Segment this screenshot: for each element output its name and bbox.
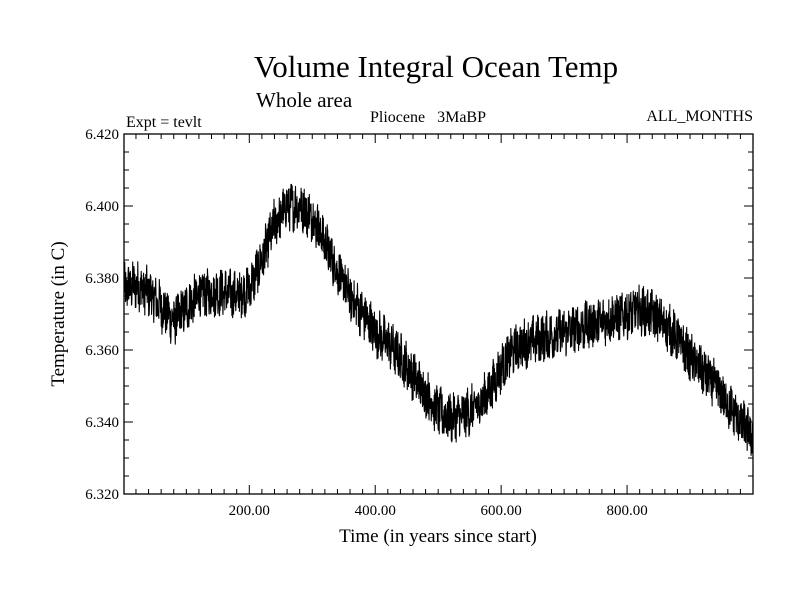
- x-tick-label: 600.00: [481, 503, 522, 519]
- period-label: Pliocene 3MaBP: [370, 109, 486, 126]
- y-tick-label: 6.380: [85, 271, 119, 287]
- months-label: ALL_MONTHS: [646, 108, 753, 125]
- y-tick-label: 6.360: [85, 343, 119, 359]
- x-tick-label: 800.00: [606, 503, 647, 519]
- x-axis-label: Time (in years since start): [339, 526, 537, 547]
- chart-title: Volume Integral Ocean Temp: [254, 49, 618, 84]
- y-tick-label: 6.420: [85, 127, 119, 143]
- x-tick-label: 400.00: [355, 503, 396, 519]
- series-line-0: [123, 183, 754, 456]
- y-tick-label: 6.340: [85, 415, 119, 431]
- y-tick-label: 6.320: [85, 487, 119, 503]
- chart-subtitle: Whole area: [256, 88, 353, 112]
- x-tick-label: 200.00: [229, 503, 270, 519]
- y-axis-label: Temperature (in C): [48, 241, 69, 386]
- experiment-label: Expt = tevlt: [126, 114, 202, 131]
- y-tick-label: 6.400: [85, 199, 119, 215]
